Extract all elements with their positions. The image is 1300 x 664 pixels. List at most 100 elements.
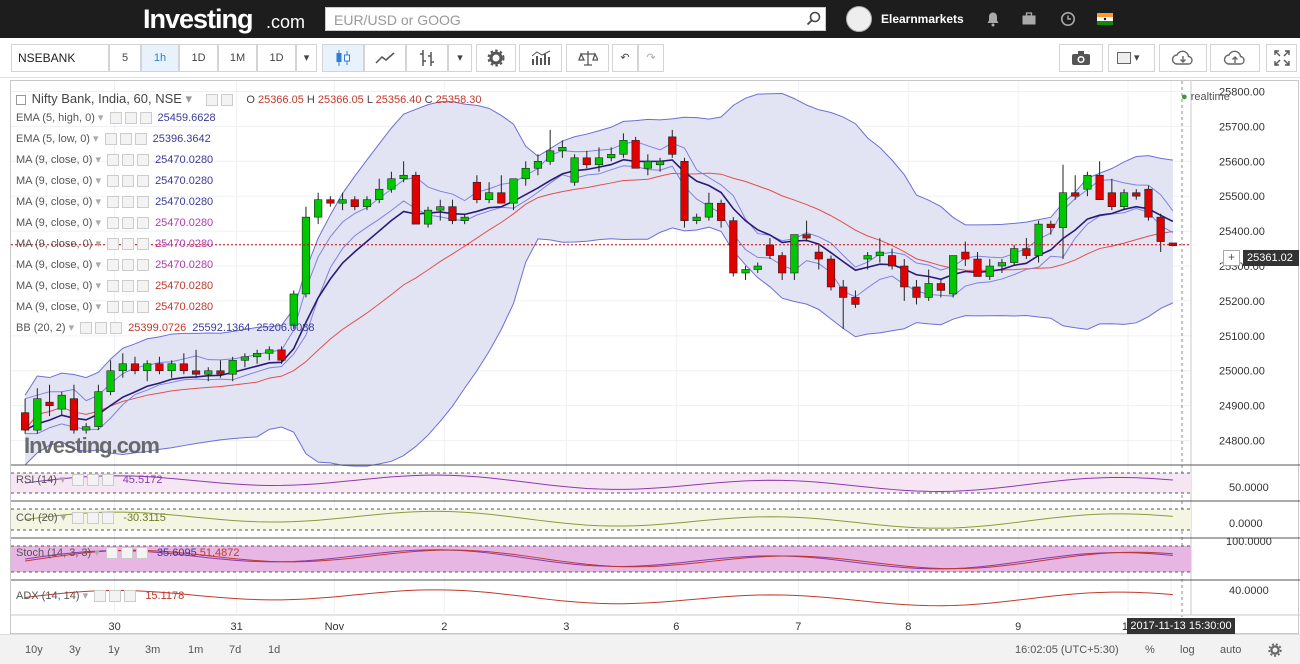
fullscreen-icon[interactable]: [1266, 44, 1297, 72]
interval-1m[interactable]: 1M: [218, 44, 257, 72]
gear-icon[interactable]: [119, 133, 132, 146]
undo-icon[interactable]: ↶: [612, 44, 638, 72]
utc-clock[interactable]: 16:02:05 (UTC+5:30): [1015, 644, 1119, 656]
range-1y[interactable]: 1y: [108, 644, 120, 656]
gear-icon[interactable]: [124, 112, 137, 125]
range-3m[interactable]: 3m: [145, 644, 161, 656]
eye-icon[interactable]: [80, 322, 93, 335]
gear-icon[interactable]: [122, 175, 135, 188]
briefcase-icon[interactable]: [1021, 11, 1037, 27]
chart-title[interactable]: Nifty Bank, India, 60, NSE: [31, 91, 182, 106]
eye-icon[interactable]: [107, 280, 120, 293]
indicator-dropdown-icon[interactable]: ▾: [92, 301, 105, 313]
indicator-dropdown-icon[interactable]: ▾: [92, 238, 105, 250]
cloud-download-icon[interactable]: [1159, 44, 1207, 72]
eye-icon[interactable]: [104, 133, 117, 146]
indicator-name[interactable]: MA (9, close, 0): [16, 301, 93, 313]
layout-select[interactable]: ▾: [1108, 44, 1155, 72]
log-scale-toggle[interactable]: log: [1180, 644, 1195, 656]
eye-icon[interactable]: [107, 175, 120, 188]
rsi-label[interactable]: RSI (14): [16, 474, 57, 486]
add-alert-icon[interactable]: +: [1223, 250, 1240, 266]
percent-scale-toggle[interactable]: %: [1145, 644, 1155, 656]
indicator-name[interactable]: BB (20, 2): [16, 322, 66, 334]
gear-icon[interactable]: [95, 322, 108, 335]
gear-icon[interactable]: [476, 44, 516, 72]
close-icon[interactable]: [137, 280, 150, 293]
gear-icon[interactable]: [122, 280, 135, 293]
indicator-dropdown-icon[interactable]: ▾: [94, 112, 107, 124]
adx-label[interactable]: ADX (14, 14): [16, 590, 80, 602]
indicator-name[interactable]: MA (9, close, 0): [16, 238, 93, 250]
eye-icon[interactable]: [107, 238, 120, 251]
redo-icon[interactable]: ↷: [638, 44, 664, 72]
range-3y[interactable]: 3y: [69, 644, 81, 656]
gear-icon[interactable]: [122, 238, 135, 251]
gear-icon[interactable]: [122, 259, 135, 272]
price-chart[interactable]: 25800.00 25700.00 25600.00 25500.00 25400.00…: [11, 81, 1300, 635]
range-1d[interactable]: 1d: [268, 644, 281, 656]
eye-icon[interactable]: [107, 154, 120, 167]
cci-label[interactable]: CCI (20): [16, 512, 58, 524]
indicator-dropdown-icon[interactable]: ▾: [92, 154, 105, 166]
bars-chart-icon[interactable]: [406, 44, 448, 72]
close-icon[interactable]: [139, 112, 152, 125]
interval-5[interactable]: 5: [109, 44, 141, 72]
close-icon[interactable]: [134, 133, 147, 146]
indicators-icon[interactable]: [519, 44, 562, 72]
gear-icon[interactable]: [122, 154, 135, 167]
chart-type-dropdown-icon[interactable]: ▾: [448, 44, 472, 72]
eye-icon[interactable]: [107, 196, 120, 209]
settings-gear-icon[interactable]: [1268, 643, 1282, 657]
clock-icon[interactable]: [1060, 11, 1076, 27]
gear-icon[interactable]: [122, 217, 135, 230]
avatar[interactable]: [846, 6, 872, 32]
eye-icon[interactable]: [107, 217, 120, 230]
search-input[interactable]: EUR/USD or GOOG: [325, 7, 826, 31]
indicator-dropdown-icon[interactable]: ▾: [89, 133, 102, 145]
indicator-dropdown-icon[interactable]: ▾: [92, 259, 105, 271]
close-icon[interactable]: [137, 217, 150, 230]
gear-icon[interactable]: [122, 301, 135, 314]
indicator-name[interactable]: MA (9, close, 0): [16, 259, 93, 271]
close-icon[interactable]: [137, 301, 150, 314]
range-7d[interactable]: 7d: [229, 644, 242, 656]
investing-logo[interactable]: Investing: [143, 4, 254, 34]
chart-area[interactable]: 25800.00 25700.00 25600.00 25500.00 25400.00…: [10, 80, 1300, 635]
eye-icon[interactable]: [109, 112, 122, 125]
interval-dropdown-icon[interactable]: ▾: [296, 44, 317, 72]
close-icon[interactable]: [137, 196, 150, 209]
auto-scale-toggle[interactable]: auto: [1220, 644, 1242, 656]
close-icon[interactable]: [137, 154, 150, 167]
indicator-name[interactable]: MA (9, close, 0): [16, 280, 93, 292]
indicator-name[interactable]: MA (9, close, 0): [16, 217, 93, 229]
bell-icon[interactable]: [985, 11, 1001, 27]
indicator-name[interactable]: MA (9, close, 0): [16, 175, 93, 187]
cloud-upload-icon[interactable]: [1210, 44, 1260, 72]
eye-icon[interactable]: [107, 259, 120, 272]
username[interactable]: Elearnmarkets: [881, 12, 964, 26]
stoch-label[interactable]: Stoch (14, 3, 3): [16, 547, 92, 559]
indicator-dropdown-icon[interactable]: ▾: [92, 217, 105, 229]
indicator-name[interactable]: EMA (5, low, 0): [16, 133, 90, 145]
gear-icon[interactable]: [122, 196, 135, 209]
indicator-dropdown-icon[interactable]: ▾: [92, 280, 105, 292]
range-10y[interactable]: 10y: [25, 644, 43, 656]
close-icon[interactable]: [137, 259, 150, 272]
interval-1h[interactable]: 1h: [141, 44, 179, 72]
camera-icon[interactable]: [1059, 44, 1103, 72]
indicator-dropdown-icon[interactable]: ▾: [92, 196, 105, 208]
indicator-dropdown-icon[interactable]: ▾: [92, 175, 105, 187]
indicator-name[interactable]: EMA (5, high, 0): [16, 112, 95, 124]
close-icon[interactable]: [137, 238, 150, 251]
range-1m[interactable]: 1m: [188, 644, 204, 656]
search-icon[interactable]: [806, 11, 822, 27]
line-chart-icon[interactable]: [364, 44, 406, 72]
interval-1d-2[interactable]: 1D: [257, 44, 296, 72]
indicator-name[interactable]: MA (9, close, 0): [16, 154, 93, 166]
eye-icon[interactable]: [107, 301, 120, 314]
interval-1d[interactable]: 1D: [179, 44, 218, 72]
symbol-input[interactable]: NSEBANK: [11, 44, 109, 72]
close-icon[interactable]: [110, 322, 123, 335]
india-flag-icon[interactable]: [1097, 13, 1113, 25]
